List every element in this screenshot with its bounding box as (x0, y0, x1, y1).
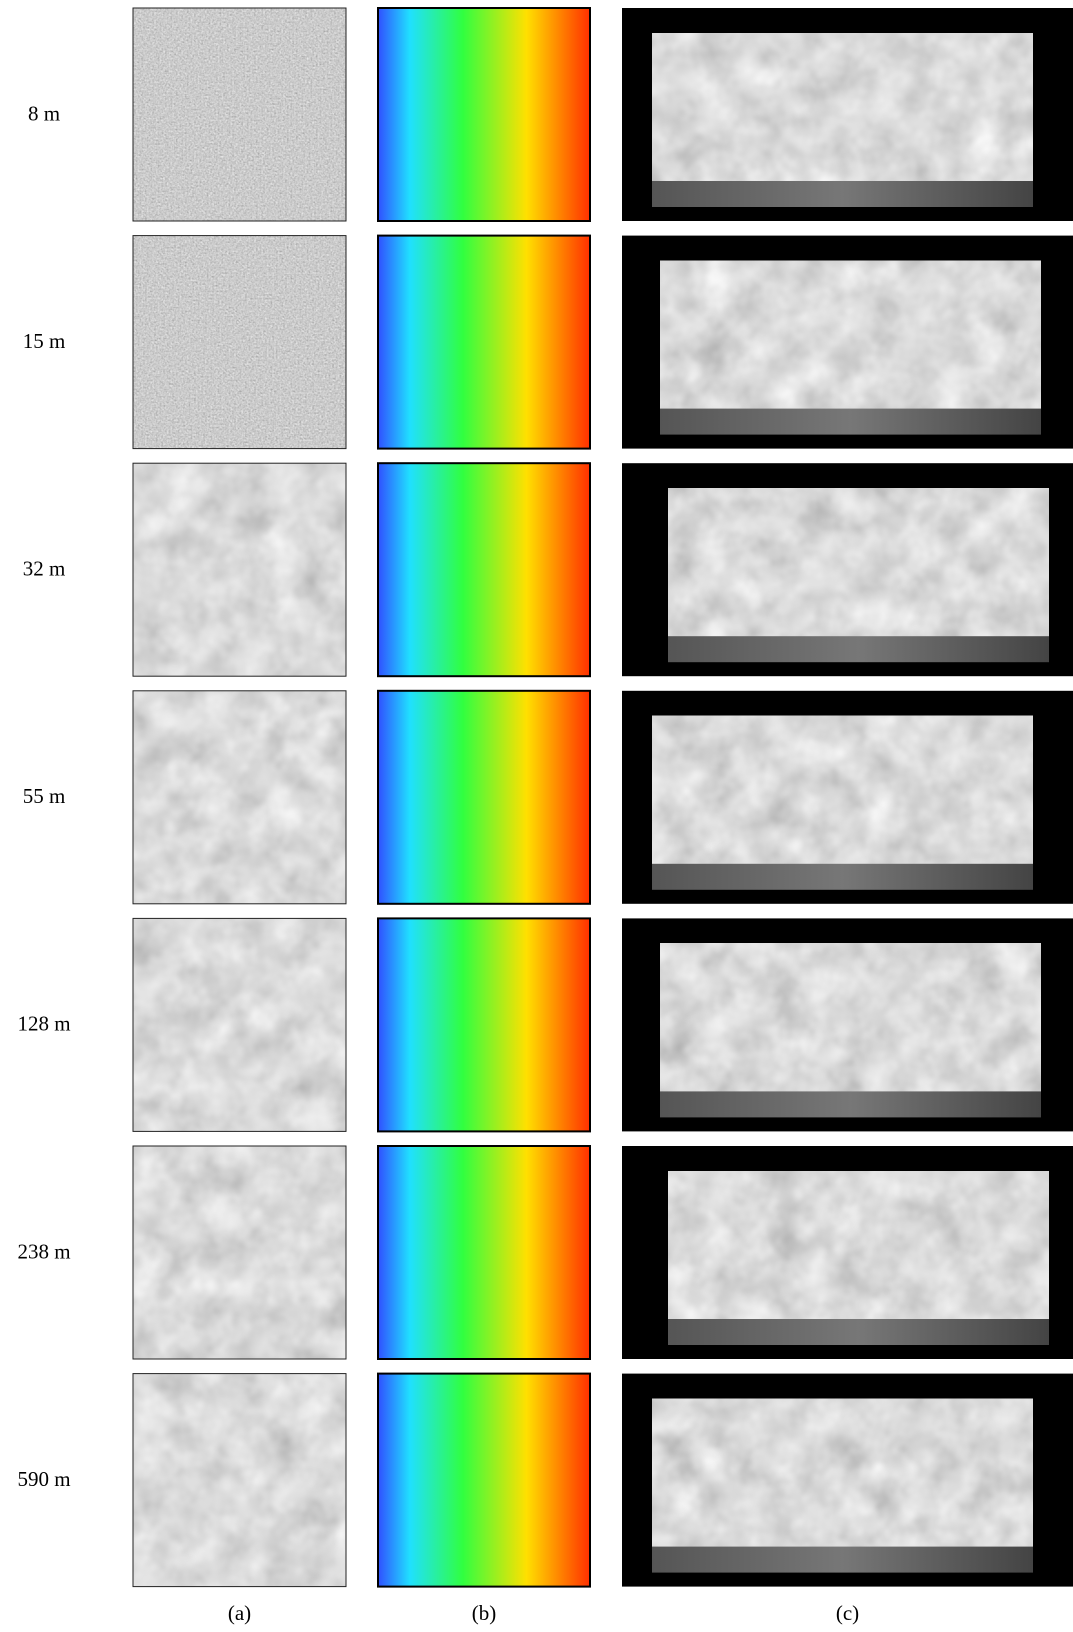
terrain-side (660, 1091, 1041, 1117)
depth-map (378, 1374, 590, 1587)
aerial-image (133, 236, 346, 449)
aerial-image (133, 1374, 346, 1587)
row-label: 8 m (28, 101, 60, 125)
column-caption: (c) (836, 1601, 859, 1625)
column-caption: (a) (228, 1601, 251, 1625)
page: 8 m15 m32 m55 m128 m238 m590 m(a)(b)(c) … (0, 0, 1073, 1632)
row-label: 128 m (17, 1012, 70, 1036)
depth-map (378, 691, 590, 904)
terrain-side (660, 409, 1041, 435)
aerial-image (133, 691, 346, 904)
row-label: 590 m (17, 1467, 70, 1491)
depth-map (378, 236, 590, 449)
terrain-surface (652, 1399, 1033, 1547)
column-caption: (b) (472, 1601, 497, 1625)
terrain-side (652, 1547, 1033, 1573)
aerial-image (133, 8, 346, 221)
depth-map (378, 918, 590, 1131)
row-label: 55 m (23, 784, 66, 808)
depth-map (378, 463, 590, 676)
terrain-surface (652, 716, 1033, 864)
aerial-image (133, 463, 346, 676)
terrain-surface (668, 488, 1049, 636)
row-label: 238 m (17, 1239, 70, 1263)
terrain-surface (668, 1171, 1049, 1319)
terrain-surface (660, 261, 1041, 409)
terrain-side (668, 636, 1049, 662)
figure: 8 m 15 m 32 m 55 m 128 m 238 m 590 m (a) (b) (c) (0, 0, 1073, 1632)
aerial-image (133, 1146, 346, 1359)
terrain-side (668, 1319, 1049, 1345)
terrain-side (652, 181, 1033, 207)
terrain-surface (660, 943, 1041, 1091)
row-label: 32 m (23, 557, 66, 581)
terrain-side (652, 864, 1033, 890)
terrain-surface (652, 33, 1033, 181)
depth-map (378, 1146, 590, 1359)
depth-map (378, 8, 590, 221)
aerial-image (133, 918, 346, 1131)
row-label: 15 m (23, 329, 66, 353)
